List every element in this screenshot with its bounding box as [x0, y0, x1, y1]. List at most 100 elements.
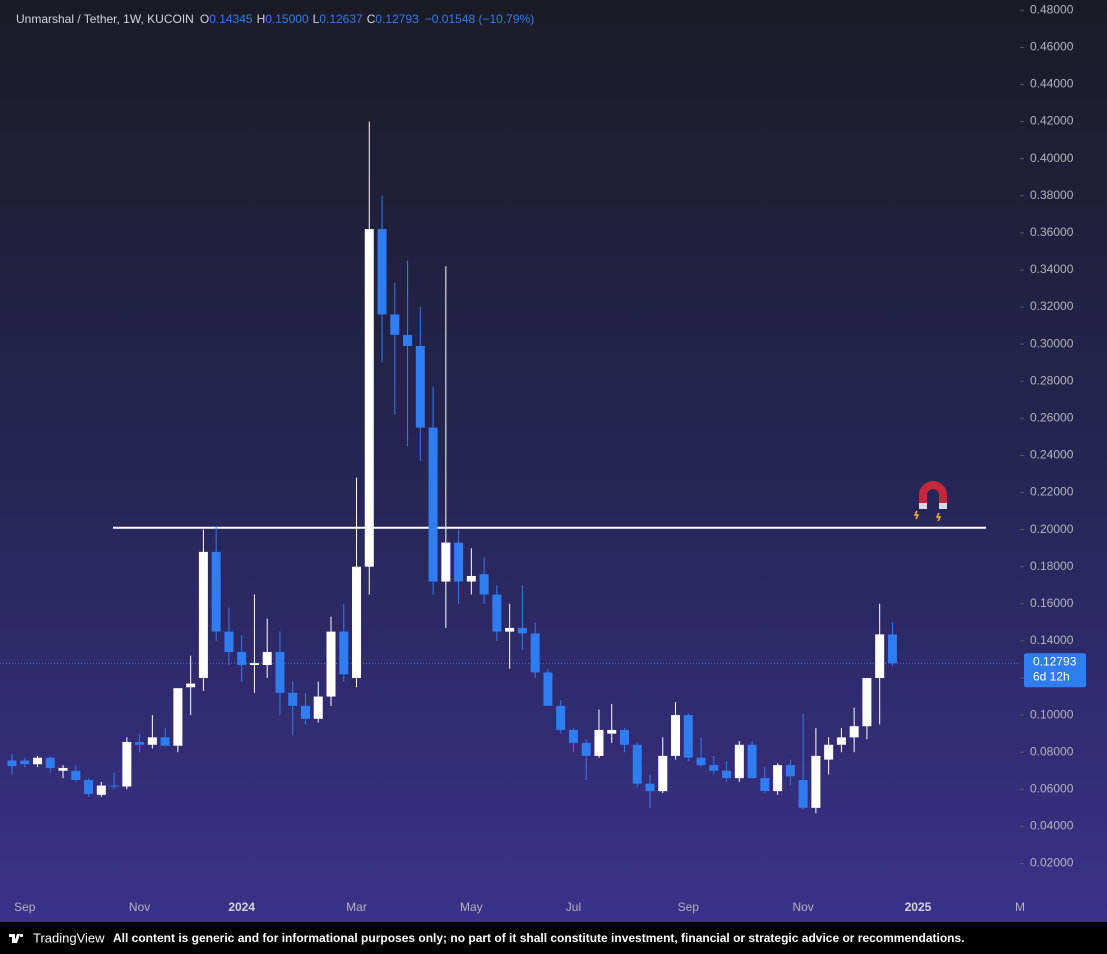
candle-body [517, 627, 527, 634]
x-tick-label: Nov [129, 900, 150, 914]
candle-body [160, 737, 170, 746]
candle-body [135, 741, 145, 745]
candle-body [237, 652, 247, 666]
y-tick-label: 0.36000 [1030, 225, 1074, 239]
candle-body [645, 783, 655, 792]
x-tick-label: Sep [678, 900, 700, 914]
candle-body [760, 778, 770, 792]
candle-body [696, 757, 706, 766]
candle-body [262, 652, 272, 666]
y-tick-label: 0.44000 [1030, 77, 1074, 91]
candle-body [147, 737, 157, 745]
y-tick-label: 0.40000 [1030, 151, 1074, 165]
y-tick-label: 0.16000 [1030, 596, 1074, 610]
candle-body [211, 551, 221, 632]
tradingview-logo [9, 933, 24, 943]
candle-body [186, 683, 196, 688]
candle-body [326, 631, 336, 697]
candle-body [811, 755, 821, 808]
candle-body [556, 705, 566, 730]
candle-body [862, 677, 872, 727]
candle-body [364, 229, 374, 567]
candle-body [849, 726, 859, 738]
y-tick-label: 0.02000 [1030, 856, 1074, 870]
ohlc-value: 0.14345 [209, 12, 253, 26]
candle-body [313, 696, 323, 719]
candle-body [7, 760, 17, 767]
candle-body [607, 729, 617, 734]
candle-body [824, 744, 834, 760]
candle-body [747, 744, 757, 779]
ohlc-value: 0.12637 [319, 12, 363, 26]
candle-body [109, 785, 119, 787]
y-tick-label: 0.10000 [1030, 707, 1074, 721]
candle-body [785, 765, 795, 777]
candle-body [722, 770, 732, 779]
candle-body [594, 729, 604, 756]
candle-body [403, 334, 413, 346]
candle-body [875, 634, 885, 678]
y-tick-label: 0.26000 [1030, 410, 1074, 424]
candle-body [683, 715, 693, 758]
y-tick-label: 0.24000 [1030, 448, 1074, 462]
candle-body [377, 229, 387, 315]
y-tick-label: 0.20000 [1030, 522, 1074, 536]
y-tick-label: 0.32000 [1030, 299, 1074, 313]
y-tick-label: 0.42000 [1030, 114, 1074, 128]
candle-body [568, 729, 578, 743]
ohlc-key: O [200, 12, 209, 26]
x-tick-label: M [1015, 900, 1025, 914]
footer-bar [0, 922, 1107, 954]
x-tick-label: 2025 [905, 900, 932, 914]
candle-body [773, 765, 783, 792]
y-tick-label: 0.06000 [1030, 781, 1074, 795]
candle-body [798, 780, 808, 808]
candle-body [530, 633, 540, 673]
candle-body [173, 688, 183, 746]
candle-body [58, 767, 68, 771]
candle-body [198, 551, 208, 678]
candle-body [441, 542, 451, 582]
candle-body [887, 634, 897, 664]
price-label-box [1024, 653, 1086, 688]
candle-body [96, 785, 106, 795]
price-change: −0.01548 (−10.79%) [425, 12, 534, 26]
y-tick-label: 0.14000 [1030, 633, 1074, 647]
candle-body [454, 542, 464, 582]
ohlc-value: 0.15000 [265, 12, 309, 26]
candle-body [249, 663, 259, 666]
candle-body [224, 631, 234, 653]
candle-body [275, 652, 285, 693]
candle-body [428, 427, 438, 582]
candle-body [415, 345, 425, 428]
y-tick-label: 0.22000 [1030, 485, 1074, 499]
y-tick-label: 0.04000 [1030, 819, 1074, 833]
candle-body [45, 757, 55, 768]
candle-body [122, 741, 132, 787]
y-tick-label: 0.08000 [1030, 744, 1074, 758]
candle-body [836, 737, 846, 745]
price-label: 0.12793 [1033, 654, 1077, 668]
brand: TradingView [33, 930, 105, 945]
y-tick-label: 0.46000 [1030, 40, 1074, 54]
candle-body [84, 780, 94, 794]
ohlc-value: 0.12793 [375, 12, 419, 26]
y-tick-label: 0.30000 [1030, 336, 1074, 350]
candle-body [543, 672, 553, 706]
y-tick-label: 0.18000 [1030, 559, 1074, 573]
ohlc-key: H [257, 12, 266, 26]
ohlc-key: L [313, 12, 320, 26]
x-tick-label: Mar [346, 900, 367, 914]
ohlc-key: C [367, 12, 376, 26]
candle-body [20, 760, 30, 765]
x-tick-label: Sep [14, 900, 36, 914]
symbol-title: Unmarshal / Tether, 1W, KUCOIN [16, 12, 194, 26]
x-tick-label: Jul [566, 900, 581, 914]
x-tick-label: 2024 [228, 900, 255, 914]
candle-body [466, 575, 476, 582]
candle-body [352, 566, 362, 678]
y-tick-label: 0.34000 [1030, 262, 1074, 276]
candle-body [632, 744, 642, 784]
candle-body [734, 744, 744, 779]
